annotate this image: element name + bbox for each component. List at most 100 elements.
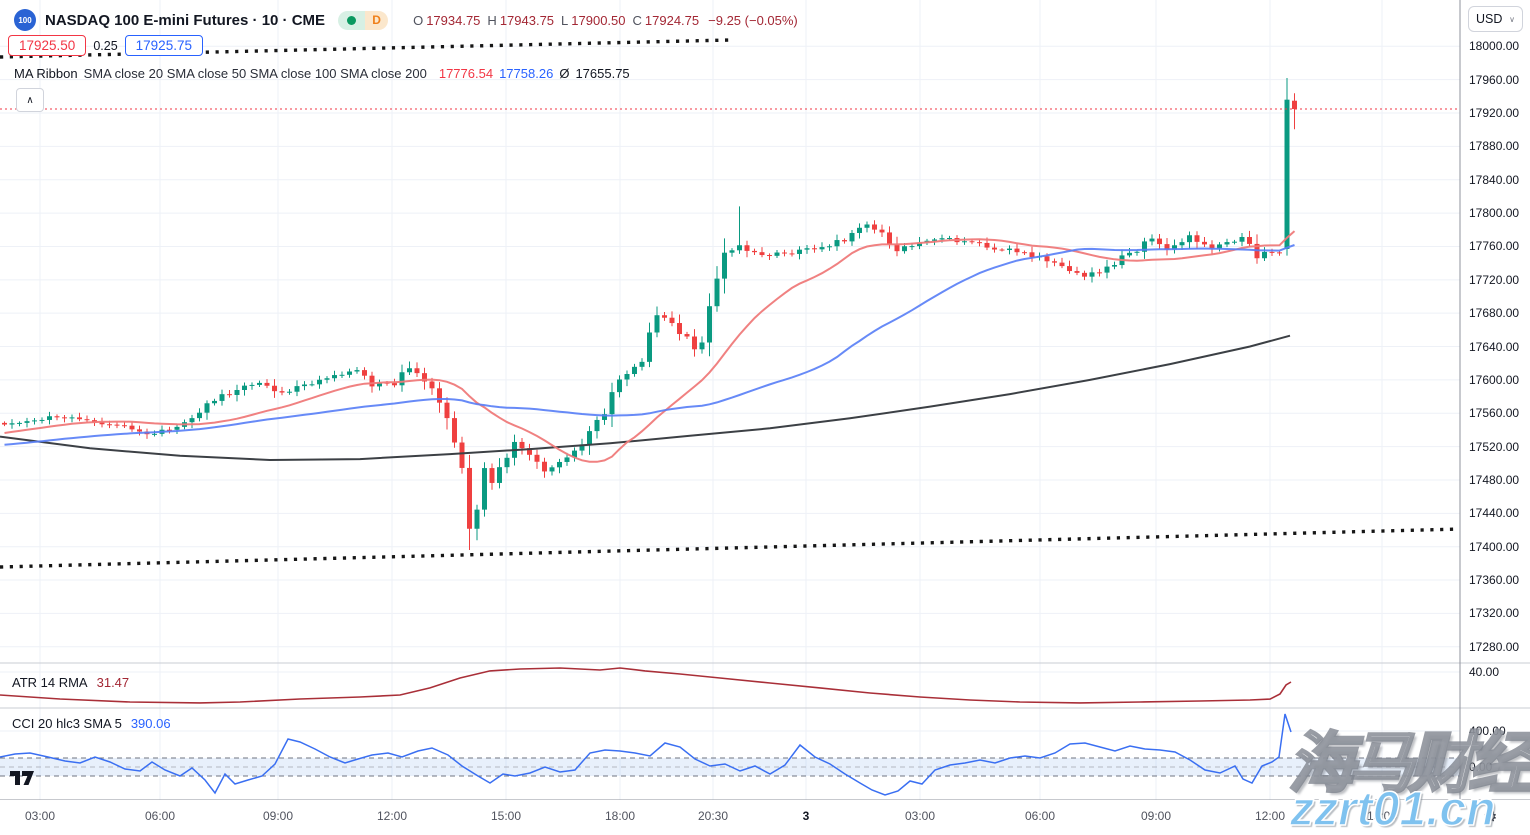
chevron-down-icon: ∨: [1509, 14, 1515, 24]
market-status-pills[interactable]: D: [338, 10, 389, 30]
time-tick-label: 15:00: [490, 809, 522, 823]
change-value: −9.25 (−0.05%): [708, 12, 798, 28]
candle-body: [422, 373, 427, 382]
candle-body: [189, 418, 195, 423]
open-value: 17934.75: [426, 12, 481, 28]
candle-body: [737, 245, 742, 251]
candle-body: [849, 232, 855, 242]
candle-body: [444, 402, 450, 419]
candle-body: [324, 378, 330, 380]
interval-badge[interactable]: D: [365, 10, 389, 30]
candle-body: [497, 467, 502, 483]
candle-body: [1149, 238, 1155, 242]
candle-body: [879, 229, 885, 233]
price-tick-label: 17360.00: [1469, 573, 1520, 588]
trendline: [0, 38, 731, 59]
time-tick-label: 06:00: [144, 809, 176, 823]
candle-body: [137, 429, 142, 432]
time-tick-label: 15:00: [1366, 809, 1398, 823]
candle-body: [872, 224, 877, 230]
candle-body: [1202, 241, 1207, 245]
candle-body: [1067, 266, 1072, 272]
price-tick-label: 18000.00: [1469, 39, 1520, 54]
candle-body: [212, 400, 217, 404]
candle-body: [317, 379, 322, 385]
open-label: O: [413, 12, 424, 28]
candle-body: [39, 419, 45, 421]
candle-body: [309, 384, 315, 386]
time-tick-label: 06:00: [1024, 809, 1056, 823]
candle-body: [9, 423, 15, 425]
candle-body: [722, 252, 727, 279]
candle-body: [594, 419, 600, 432]
buy-ask-button[interactable]: 17925.75: [124, 35, 203, 56]
time-tick-label: 09:00: [262, 809, 294, 823]
axis-settings-gear-icon[interactable]: ⚙: [1483, 809, 1498, 826]
candle-body: [489, 468, 495, 483]
symbol-logo-text: 100: [18, 15, 32, 25]
candle-body: [1194, 235, 1200, 242]
candle-body: [1284, 99, 1290, 249]
candle-body: [452, 418, 457, 443]
price-tick-label: 17480.00: [1469, 472, 1520, 487]
price-tick-label: 17960.00: [1469, 72, 1520, 87]
candle-body: [1142, 241, 1147, 252]
candle-body: [564, 457, 570, 462]
candle-body: [587, 431, 592, 445]
candle-body: [624, 374, 630, 380]
candle-body: [969, 241, 975, 243]
candle-body: [842, 240, 847, 242]
candle-body: [752, 250, 757, 253]
candle-body: [962, 241, 967, 243]
candle-body: [909, 246, 915, 248]
price-axis[interactable]: 18000.00 17960.00 17920.00 17880.00 17840.00…: [1460, 0, 1530, 835]
candle-body: [767, 255, 772, 257]
market-open-indicator[interactable]: [338, 10, 366, 30]
candle-body: [632, 366, 637, 375]
sma50-line: [4, 244, 1295, 446]
time-tick-label: 03:00: [904, 809, 936, 823]
ma-ribbon-legend: MA Ribbon SMA close 20 SMA close 50 SMA …: [14, 66, 630, 81]
candle-body: [69, 417, 75, 419]
price-tick-label: 0.00: [1469, 760, 1493, 774]
candle-body: [272, 385, 277, 392]
candle-body: [707, 306, 712, 343]
candle-body: [1164, 244, 1170, 250]
candle-body: [459, 442, 465, 468]
candle-body: [1007, 248, 1012, 251]
symbol-logo-icon: 100: [14, 9, 36, 31]
tradingview-logo-icon[interactable]: [10, 769, 36, 792]
high-label: H: [487, 12, 497, 28]
sell-bid-button[interactable]: 17925.50: [8, 35, 87, 56]
time-axis[interactable]: 03:00 06:00 09:00 12:00 15:00 18:00 20:30 3 03:0…: [0, 800, 1530, 835]
ma-ribbon-sma50-value: 17758.26: [499, 66, 554, 81]
candle-body: [429, 381, 435, 389]
ma-ribbon-params: SMA close 20 SMA close 50 SMA close 100 …: [83, 66, 427, 81]
candle-body: [669, 317, 675, 324]
atr-title[interactable]: ATR 14 RMA: [12, 675, 88, 690]
symbol-title[interactable]: NASDAQ 100 E-mini Futures · 10 · CME: [45, 11, 326, 29]
candle-body: [534, 454, 540, 462]
candle-body: [939, 238, 945, 240]
ma-ribbon-avg-symbol: Ø: [559, 66, 570, 81]
price-tick-label: 17880.00: [1469, 139, 1520, 154]
ma-ribbon-title[interactable]: MA Ribbon: [14, 66, 78, 81]
high-value: 17943.75: [499, 12, 555, 28]
candle-body: [1224, 242, 1230, 245]
cci-title[interactable]: CCI 20 hlc3 SMA 5: [12, 716, 122, 731]
price-tick-label: 40.00: [1469, 665, 1500, 679]
candle-body: [1082, 272, 1087, 277]
candle-body: [302, 384, 307, 387]
candle-body: [992, 247, 997, 250]
legend-collapse-button[interactable]: ∧: [16, 88, 44, 112]
candle-body: [1014, 248, 1020, 253]
candle-body: [362, 370, 367, 376]
price-tick-label: 17560.00: [1469, 406, 1520, 421]
candle-body: [264, 382, 270, 386]
candle-body: [579, 444, 585, 451]
candle-body: [557, 461, 562, 468]
currency-dropdown[interactable]: USD ∨: [1468, 6, 1523, 32]
cci-value: 390.06: [130, 716, 171, 731]
candle-body: [902, 246, 907, 252]
